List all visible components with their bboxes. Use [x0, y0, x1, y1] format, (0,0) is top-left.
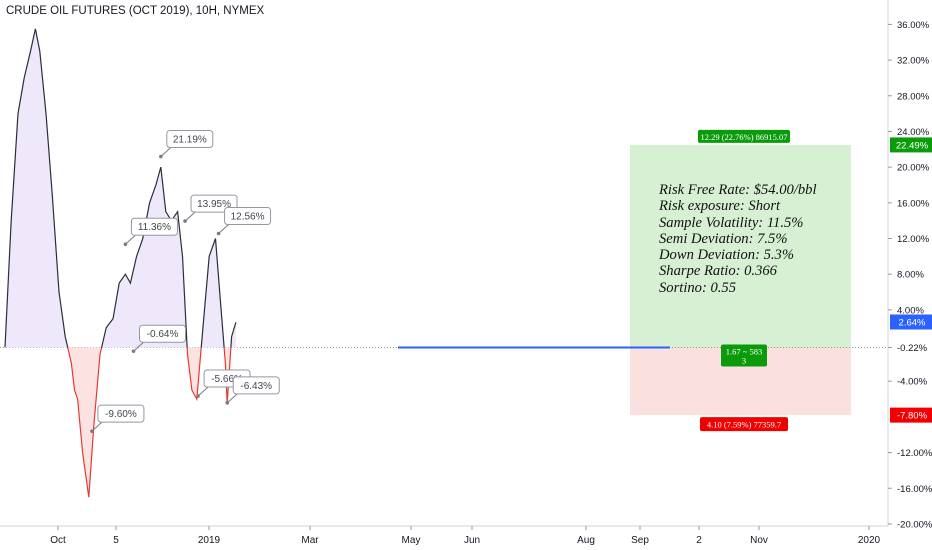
- time-tick-label: 2020: [858, 535, 881, 546]
- callout-leader: [197, 386, 209, 397]
- callout-anchor: [183, 219, 187, 223]
- callout-anchor: [225, 401, 230, 405]
- chart-title: CRUDE OIL FUTURES (OCT 2019), 10H, NYMEX: [6, 5, 265, 17]
- price-tick-label: 28.00%: [897, 91, 930, 102]
- callout-anchor: [216, 231, 221, 236]
- callout-label: 21.19%: [173, 135, 207, 146]
- time-tick-label: 5: [113, 535, 119, 546]
- target-label: 12.29 (22.76%) 86915.07: [700, 132, 787, 142]
- callout-box: [224, 207, 272, 226]
- stat-down-deviation: Down Deviation: 5.3%: [659, 247, 794, 264]
- callout-box: [139, 324, 187, 343]
- callout-box: [166, 130, 214, 149]
- price-series: [4, 28, 237, 498]
- callout-labels: 21.19% 11.36% -0.64% -9.60% 13.95%12.56% -5.6…: [90, 130, 280, 433]
- callout-leader: [133, 341, 144, 352]
- stop-label-bg: [700, 417, 788, 432]
- callout-box: [130, 217, 178, 236]
- position-zones: [0, 144, 888, 416]
- stat-sortino: Sortino: 0.55: [659, 279, 737, 296]
- price-tick-label: 20.00%: [897, 163, 930, 174]
- target-tag-label: 22.49%: [896, 140, 929, 151]
- ratio-label-2: 3: [742, 356, 746, 366]
- above-area: [5, 28, 236, 348]
- callout-label: 13.95%: [197, 199, 231, 210]
- stop-label: 4.10 (7.59%) 77359.7: [707, 420, 781, 430]
- callout-label: -9.60%: [105, 409, 137, 420]
- price-tick-label: -16.00%: [897, 484, 932, 495]
- time-tick-label: May: [402, 535, 421, 546]
- price-tick-label: 36.00%: [897, 20, 930, 31]
- time-tick-label: Sep: [631, 535, 649, 546]
- price-tick-label: 32.00%: [897, 56, 930, 67]
- time-tick-label: 2019: [198, 535, 221, 546]
- time-tick-label: Aug: [577, 535, 595, 546]
- stats-panel: Risk Free Rate: $54.00/bbl Risk exposure…: [659, 182, 817, 296]
- profit-zone: [630, 144, 851, 348]
- target-tag-bg: [890, 137, 932, 153]
- time-tick-label: Mar: [301, 535, 319, 546]
- area-fills: [5, 28, 236, 498]
- ratio-label-bg: [721, 344, 767, 367]
- callout-label: 11.36%: [138, 222, 171, 233]
- callout-anchor: [90, 429, 94, 433]
- price-tick-label: 8.00%: [897, 270, 924, 281]
- callout-label: -6.43%: [240, 381, 272, 392]
- target-label-bg: [698, 129, 790, 143]
- ratio-label-1: 1.67 ~ 583: [726, 347, 762, 357]
- stat-risk-free-rate: Risk Free Rate: $54.00/bbl: [659, 182, 817, 198]
- current-tag-bg: [890, 314, 932, 330]
- callout-anchor: [131, 349, 136, 354]
- price-tick-label: -20.00%: [897, 519, 932, 530]
- price-tick-label: 24.00%: [897, 127, 930, 138]
- callout-anchor: [196, 394, 200, 398]
- stat-sharpe-ratio: Sharpe Ratio: 0.366: [659, 263, 777, 280]
- callout-leader: [125, 234, 136, 245]
- stop-tag-bg: [890, 407, 932, 423]
- current-tag-label: 2.64%: [899, 317, 926, 328]
- axis-price-tags: 22.49% 2.64% -7.80%: [890, 137, 932, 423]
- time-axis: Oct 5 2019 Mar May Jun Aug Sep 2 Nov 2020: [0, 525, 888, 546]
- time-tick-label: Jun: [464, 535, 480, 546]
- price-tick-label: 16.00%: [897, 198, 930, 209]
- price-tick-label: -12.00%: [897, 448, 932, 459]
- position-labels: 12.29 (22.76%) 86915.07 4.10 (7.59%) 7735…: [698, 129, 790, 432]
- price-tick-label: -0.22%: [897, 343, 928, 354]
- stat-semi-deviation: Semi Deviation: 7.5%: [659, 230, 788, 247]
- callout-leader: [226, 393, 238, 404]
- stat-sample-volatility: Sample Volatility: 11.5%: [659, 214, 804, 231]
- callout-label: 12.56%: [231, 212, 265, 223]
- price-tick-label: 4.00%: [897, 305, 924, 316]
- callout-leader: [91, 421, 103, 432]
- callout-label: -5.66%: [211, 374, 243, 385]
- callout-label: -0.64%: [147, 329, 179, 340]
- stat-risk-exposure: Risk exposure: Short: [659, 198, 781, 215]
- time-tick-label: 2: [696, 535, 702, 546]
- price-tick-label: -4.00%: [897, 377, 928, 388]
- callout-anchor: [123, 242, 128, 247]
- price-tick-label: 12.00%: [897, 234, 930, 245]
- callout-leader: [184, 211, 196, 222]
- callout-box: [232, 376, 280, 395]
- callout-leader: [160, 147, 172, 157]
- price-axis: 36.00% 32.00% 28.00% 24.00% 20.00% 16.00% 12.0…: [887, 0, 932, 530]
- time-tick-label: Oct: [50, 535, 66, 546]
- callout-anchor: [159, 154, 163, 159]
- stop-tag-label: -7.80%: [897, 411, 928, 422]
- time-tick-label: Nov: [750, 535, 768, 546]
- callout-box: [97, 404, 145, 423]
- price-line-above: [4, 28, 237, 348]
- callout-leader: [218, 224, 229, 234]
